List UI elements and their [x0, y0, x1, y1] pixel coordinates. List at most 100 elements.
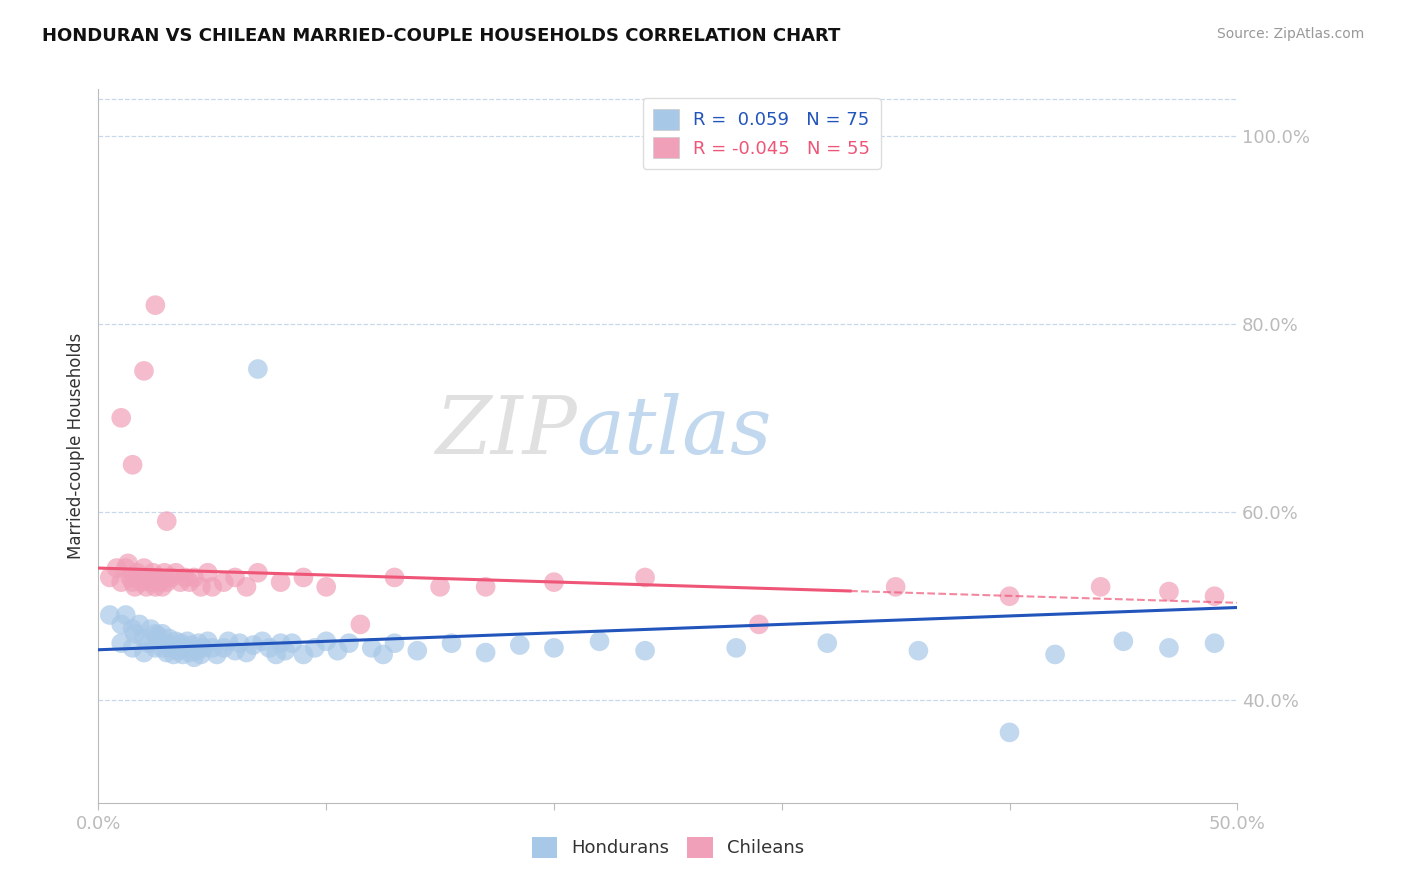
Point	[235, 580, 257, 594]
Point	[429, 580, 451, 594]
Point	[228, 636, 250, 650]
Point	[1157, 584, 1180, 599]
Point	[406, 643, 429, 657]
Point	[1090, 580, 1112, 594]
Point	[131, 575, 153, 590]
Point	[474, 646, 496, 660]
Point	[315, 580, 337, 594]
Point	[907, 643, 929, 657]
Point	[242, 638, 264, 652]
Point	[337, 636, 360, 650]
Point	[128, 617, 150, 632]
Point	[384, 636, 406, 650]
Point	[246, 362, 269, 376]
Point	[156, 514, 179, 528]
Point	[172, 648, 194, 662]
Point	[180, 638, 202, 652]
Point	[98, 607, 121, 622]
Point	[138, 570, 160, 584]
Point	[1204, 589, 1226, 603]
Point	[315, 634, 337, 648]
Point	[150, 627, 173, 641]
Point	[174, 570, 197, 584]
Point	[124, 580, 146, 594]
Point	[160, 570, 183, 584]
Point	[190, 648, 212, 662]
Point	[543, 575, 565, 590]
Point	[98, 570, 121, 584]
Point	[252, 634, 274, 648]
Point	[474, 580, 496, 594]
Point	[121, 640, 143, 655]
Point	[193, 640, 215, 655]
Point	[281, 636, 304, 650]
Point	[114, 607, 136, 622]
Point	[149, 634, 172, 648]
Point	[186, 643, 208, 657]
Point	[150, 640, 173, 655]
Point	[132, 364, 155, 378]
Point	[190, 580, 212, 594]
Point	[121, 458, 143, 472]
Point	[1112, 634, 1135, 648]
Point	[145, 640, 167, 655]
Point	[884, 580, 907, 594]
Point	[114, 561, 136, 575]
Point	[145, 627, 167, 641]
Point	[179, 646, 201, 660]
Point	[1043, 648, 1066, 662]
Point	[117, 557, 139, 571]
Point	[371, 648, 394, 662]
Point	[360, 640, 382, 655]
Point	[748, 617, 770, 632]
Point	[139, 622, 162, 636]
Point	[246, 566, 269, 580]
Point	[162, 648, 184, 662]
Point	[270, 575, 292, 590]
Point	[349, 617, 371, 632]
Point	[235, 646, 257, 660]
Point	[153, 566, 176, 580]
Point	[110, 636, 132, 650]
Point	[998, 725, 1021, 739]
Point	[725, 640, 748, 655]
Point	[156, 575, 179, 590]
Text: atlas: atlas	[576, 393, 772, 470]
Point	[509, 638, 531, 652]
Point	[270, 636, 292, 650]
Point	[105, 561, 128, 575]
Text: HONDURAN VS CHILEAN MARRIED-COUPLE HOUSEHOLDS CORRELATION CHART: HONDURAN VS CHILEAN MARRIED-COUPLE HOUSE…	[42, 27, 841, 45]
Point	[120, 570, 142, 584]
Point	[634, 570, 657, 584]
Point	[440, 636, 463, 650]
Point	[135, 580, 157, 594]
Point	[160, 640, 183, 655]
Text: Source: ZipAtlas.com: Source: ZipAtlas.com	[1216, 27, 1364, 41]
Point	[145, 298, 167, 312]
Point	[174, 640, 197, 655]
Point	[259, 640, 281, 655]
Point	[110, 575, 132, 590]
Point	[138, 636, 160, 650]
Point	[165, 634, 187, 648]
Point	[146, 629, 169, 643]
Point	[197, 634, 219, 648]
Point	[124, 627, 146, 641]
Text: ZIP: ZIP	[434, 393, 576, 470]
Point	[110, 617, 132, 632]
Point	[127, 566, 149, 580]
Point	[132, 561, 155, 575]
Point	[212, 575, 235, 590]
Point	[1204, 636, 1226, 650]
Point	[543, 640, 565, 655]
Point	[815, 636, 838, 650]
Point	[165, 566, 187, 580]
Point	[179, 575, 201, 590]
Legend: Hondurans, Chileans: Hondurans, Chileans	[524, 830, 811, 865]
Point	[187, 636, 209, 650]
Point	[121, 575, 143, 590]
Point	[224, 570, 246, 584]
Point	[183, 570, 205, 584]
Point	[128, 570, 150, 584]
Point	[142, 566, 165, 580]
